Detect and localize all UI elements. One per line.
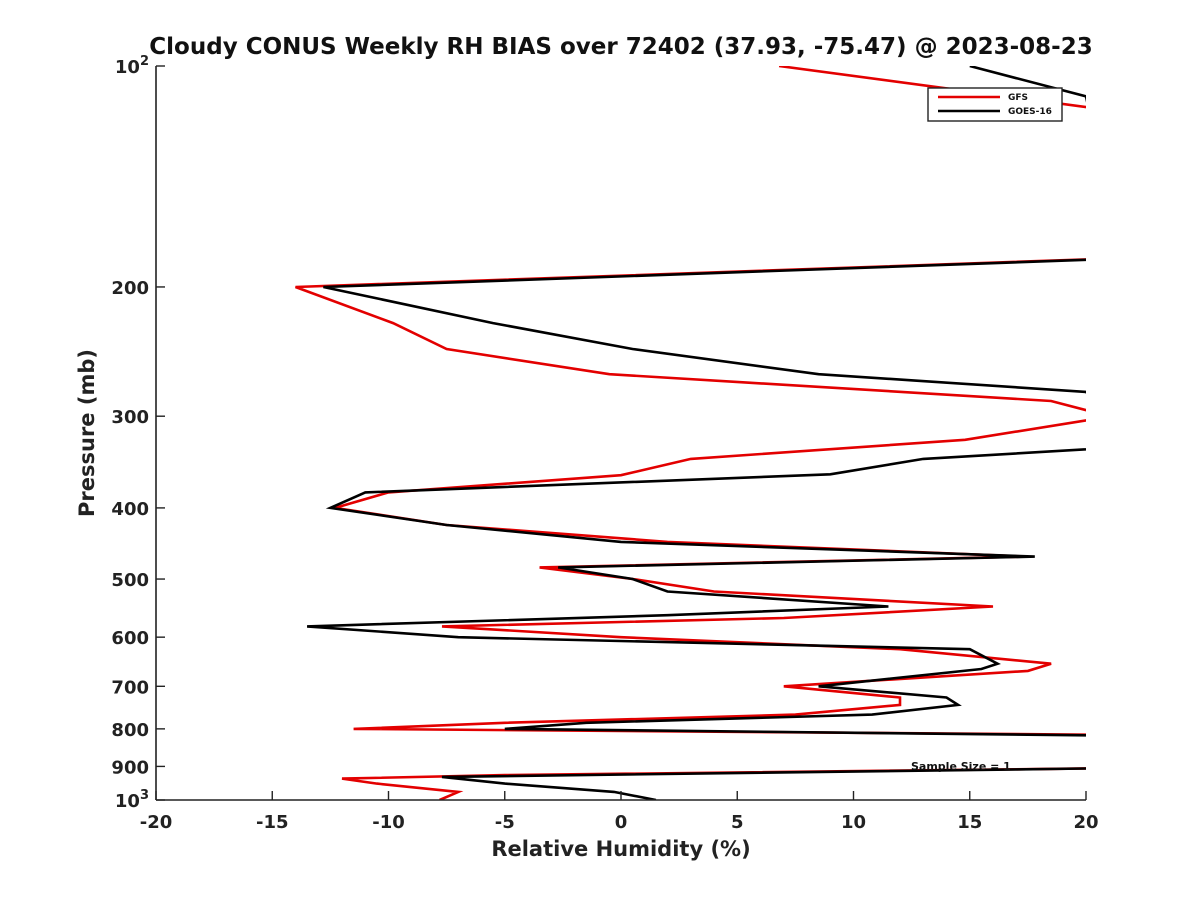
x-tick-label: 5 bbox=[731, 812, 744, 833]
x-tick-label: 20 bbox=[1073, 812, 1098, 833]
x-tick-label: 15 bbox=[957, 812, 982, 833]
y-tick-label: 700 bbox=[111, 677, 149, 698]
x-ticks: -20 -15 -10 -5 0 5 10 15 20 bbox=[140, 791, 1099, 833]
legend-label-gfs: GFS bbox=[1008, 93, 1028, 103]
x-tick-label: -10 bbox=[372, 812, 405, 833]
y-tick-label: 300 bbox=[111, 407, 149, 428]
series-group bbox=[295, 66, 1086, 800]
y-tick-label: 102 bbox=[115, 54, 149, 78]
y-tick-label: 800 bbox=[111, 720, 149, 741]
y-tick-label: 200 bbox=[111, 278, 149, 299]
y-tick-label: 900 bbox=[111, 757, 149, 778]
series-line-gfs bbox=[295, 66, 1086, 800]
chart-title: Cloudy CONUS Weekly RH BIAS over 72402 (… bbox=[149, 34, 1092, 60]
y-tick-label: 500 bbox=[111, 570, 149, 591]
y-tick-label: 400 bbox=[111, 499, 149, 520]
axes bbox=[155, 66, 1086, 801]
y-tick-label: 600 bbox=[111, 628, 149, 649]
sample-size-annotation: Sample Size = 1 bbox=[911, 760, 1011, 773]
x-tick-label: 10 bbox=[841, 812, 866, 833]
legend: GFS GOES-16 bbox=[927, 87, 1063, 122]
x-tick-label: -5 bbox=[495, 812, 515, 833]
y-axis-label: Pressure (mb) bbox=[75, 349, 99, 517]
y-ticks: 102 200 300 400 500 600 700 800 900 103 bbox=[111, 54, 165, 812]
x-tick-label: -20 bbox=[140, 812, 173, 833]
x-axis-label: Relative Humidity (%) bbox=[491, 837, 750, 861]
series-line-goes16 bbox=[307, 66, 1086, 800]
legend-box bbox=[927, 87, 1063, 122]
x-tick-label: -15 bbox=[256, 812, 289, 833]
x-tick-label: 0 bbox=[615, 812, 628, 833]
legend-label-goes16: GOES-16 bbox=[1008, 107, 1052, 117]
y-tick-label: 103 bbox=[115, 788, 149, 812]
